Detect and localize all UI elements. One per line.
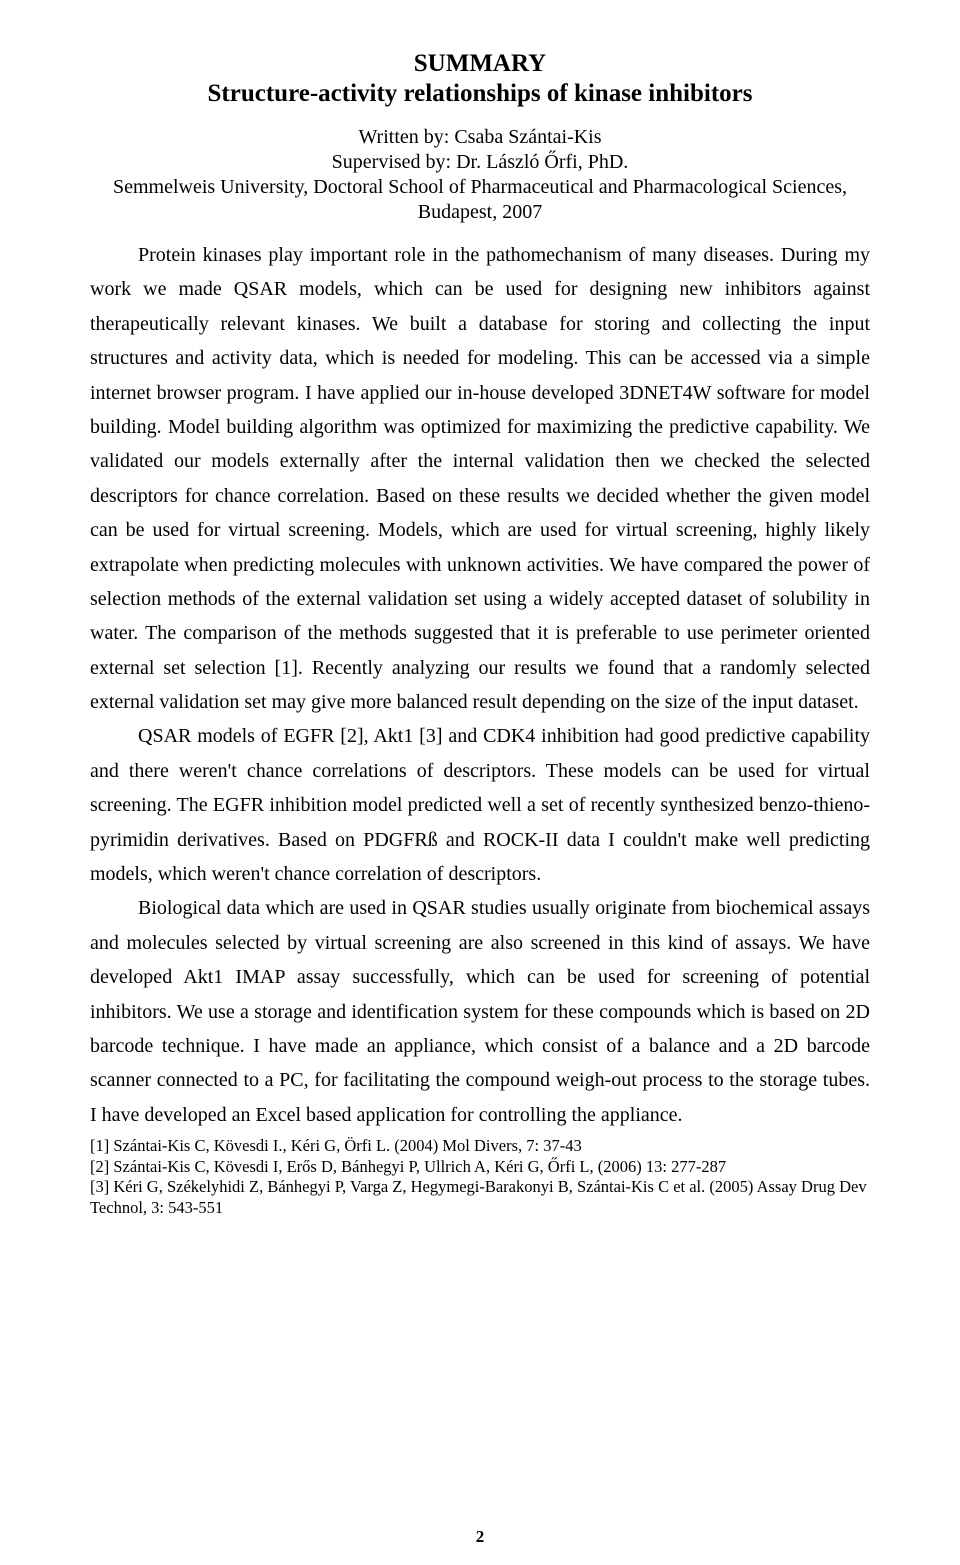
reference-item: [3] Kéri G, Székelyhidi Z, Bánhegyi P, V… [90, 1177, 870, 1218]
supervisor-line: Supervised by: Dr. László Őrfi, PhD. [90, 151, 870, 174]
body-paragraph: Protein kinases play important role in t… [90, 238, 870, 719]
body-paragraph: QSAR models of EGFR [2], Akt1 [3] and CD… [90, 719, 870, 891]
publication-location-year: Budapest, 2007 [90, 201, 870, 224]
reference-item: [1] Szántai-Kis C, Kövesdi I., Kéri G, Ö… [90, 1136, 870, 1157]
references-block: [1] Szántai-Kis C, Kövesdi I., Kéri G, Ö… [90, 1136, 870, 1219]
summary-heading: SUMMARY [90, 50, 870, 78]
body-paragraph: Biological data which are used in QSAR s… [90, 891, 870, 1132]
reference-item: [2] Szántai-Kis C, Kövesdi I, Erős D, Bá… [90, 1157, 870, 1178]
institution-line: Semmelweis University, Doctoral School o… [90, 176, 870, 199]
document-title: Structure-activity relationships of kina… [90, 80, 870, 108]
author-line: Written by: Csaba Szántai-Kis [90, 126, 870, 149]
page-container: SUMMARY Structure-activity relationships… [0, 0, 960, 1565]
page-number: 2 [0, 1527, 960, 1547]
